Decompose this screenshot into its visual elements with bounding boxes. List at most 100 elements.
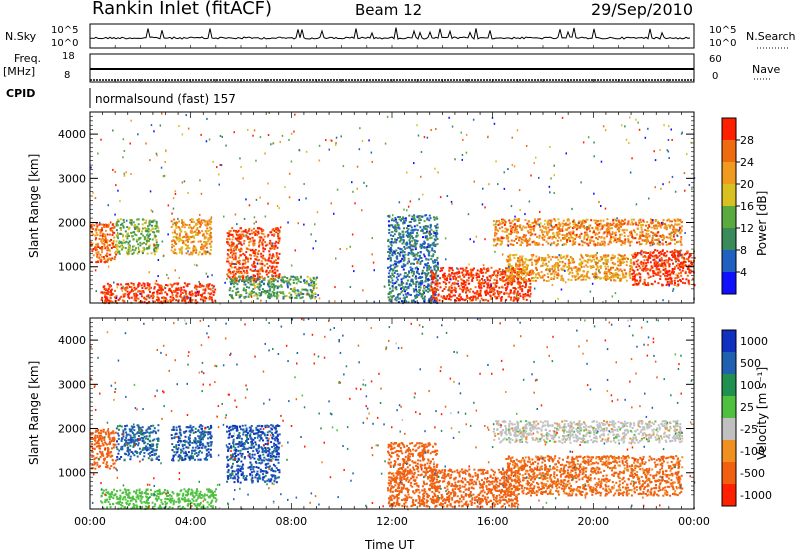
- freq-label: Freq.: [14, 52, 42, 65]
- colorbar-segment: [722, 396, 736, 418]
- velocity-heatmap: [90, 318, 696, 511]
- y-tick-label: 2000: [58, 423, 86, 436]
- power-colorbar-tick: 28: [740, 134, 754, 147]
- echo-region: [115, 424, 160, 462]
- power-colorbar-tick: 4: [740, 266, 747, 279]
- station-title: Rankin Inlet (fitACF): [92, 0, 273, 19]
- y-tick-label: 3000: [58, 172, 86, 185]
- nsky-label: N.Sky: [5, 30, 37, 43]
- velocity-colorbar: 1000 500 100 25 -25 -100 -500 -1000: [721, 329, 772, 507]
- colorbar-segment: [722, 184, 736, 206]
- colorbar-segment: [722, 118, 736, 140]
- echo-region: [226, 227, 281, 282]
- x-tick-label: 12:00: [376, 515, 408, 528]
- x-tick-label: 20:00: [577, 515, 609, 528]
- nave-bottom-tick: 0: [712, 71, 719, 82]
- x-tick-label: 00:00: [74, 515, 106, 528]
- echo-region: [226, 424, 281, 484]
- y-tick-label: 2000: [58, 217, 86, 230]
- nave-label: Nave: [752, 63, 781, 76]
- x-tick-label: 08:00: [275, 515, 307, 528]
- echo-region: [115, 218, 160, 256]
- power-colorbar-tick: 20: [740, 178, 754, 191]
- echo-region: [170, 424, 213, 462]
- beam-title: Beam 12: [355, 1, 423, 19]
- power-axes: 1000 2000 3000 4000: [58, 112, 695, 303]
- echo-region: [90, 428, 117, 470]
- freq-bottom-tick: 8: [64, 70, 71, 81]
- echo-region: [429, 266, 532, 302]
- power-colorbar: 4 8 12 16 20 24 28: [721, 117, 754, 295]
- x-tick-label: 00:00: [678, 515, 710, 528]
- velocity-colorbar-tick: 1000: [740, 335, 768, 348]
- colorbar-segment: [722, 440, 736, 462]
- echo-region: [90, 222, 118, 264]
- echo-region: [387, 214, 440, 305]
- cpid-text: normalsound (fast) 157: [95, 92, 236, 106]
- y-tick-label: 3000: [58, 378, 86, 391]
- echo-region: [505, 253, 633, 282]
- nave-top-tick: 60: [709, 54, 722, 65]
- colorbar-segment: [722, 352, 736, 374]
- colorbar-frame: [721, 329, 737, 507]
- velocity-colorbar-tick: 100: [740, 379, 761, 392]
- velocity-colorbar-tick: 25: [740, 401, 754, 414]
- echo-region: [100, 488, 218, 511]
- colorbar-segment: [722, 140, 736, 162]
- velocity-ylabel: Slant Range [km]: [27, 360, 41, 465]
- nsearch-label: N.Search: [746, 30, 796, 43]
- y-tick-label: 4000: [58, 334, 86, 347]
- velocity-colorbar-tick: -1000: [740, 489, 772, 502]
- velocity-colorbar-label: Velocity [m s⁻¹]: [755, 366, 769, 460]
- power-colorbar-tick: 16: [740, 200, 754, 213]
- x-tick-label: 04:00: [175, 515, 207, 528]
- colorbar-segment: [722, 250, 736, 272]
- nsky-line: [89, 27, 691, 40]
- colorbar-segment: [722, 206, 736, 228]
- freq-top-tick: 18: [62, 51, 75, 62]
- colorbar-segment: [722, 330, 736, 352]
- velocity-colorbar-tick: -500: [740, 467, 765, 480]
- date-title: 29/Sep/2010: [591, 0, 694, 19]
- echo-region: [492, 419, 684, 444]
- y-tick-label: 4000: [58, 128, 86, 141]
- echo-noise: [90, 112, 696, 305]
- power-ylabel: Slant Range [km]: [27, 153, 41, 258]
- echo-region: [387, 441, 440, 508]
- power-colorbar-tick: 12: [740, 222, 754, 235]
- power-heatmap: [90, 112, 696, 305]
- echo-region: [505, 455, 684, 497]
- echo-noise: [90, 318, 696, 511]
- power-colorbar-tick: 24: [740, 156, 754, 169]
- power-colorbar-tick: 8: [740, 244, 747, 257]
- nsky-top-tick: 10^5: [51, 25, 79, 36]
- x-tick-label: 16:00: [477, 515, 509, 528]
- cpid-label: CPID: [6, 87, 36, 100]
- colorbar-segment: [722, 484, 736, 506]
- nsky-bottom-tick: 10^0: [51, 38, 79, 49]
- colorbar-segment: [722, 462, 736, 484]
- colorbar-segment: [722, 228, 736, 250]
- echo-region: [228, 275, 319, 300]
- colorbar-segment: [722, 418, 736, 440]
- colorbar-segment: [722, 162, 736, 184]
- freq-unit-label: [MHz]: [3, 65, 36, 78]
- echo-region: [170, 218, 213, 256]
- velocity-colorbar-tick: -25: [740, 423, 758, 436]
- velocity-colorbar-tick: -100: [740, 445, 765, 458]
- velocity-axes: 1000 2000 3000 4000 00:00 04:00 08:00 12:00 16:0…: [58, 318, 710, 528]
- colorbar-segment: [722, 272, 736, 294]
- power-colorbar-label: Power [dB]: [755, 190, 769, 256]
- nsearch-bottom-tick: 10^0: [709, 38, 737, 49]
- echo-region: [492, 218, 684, 247]
- y-tick-label: 1000: [58, 261, 86, 274]
- velocity-colorbar-tick: 500: [740, 357, 761, 370]
- nsky-trace: [89, 27, 695, 82]
- colorbar-segment: [722, 374, 736, 396]
- echo-region: [100, 282, 217, 305]
- nsky-panel: [89, 23, 695, 49]
- nsearch-top-tick: 10^5: [709, 25, 737, 36]
- y-tick-label: 1000: [58, 467, 86, 480]
- xaxis-label: Time UT: [365, 538, 415, 552]
